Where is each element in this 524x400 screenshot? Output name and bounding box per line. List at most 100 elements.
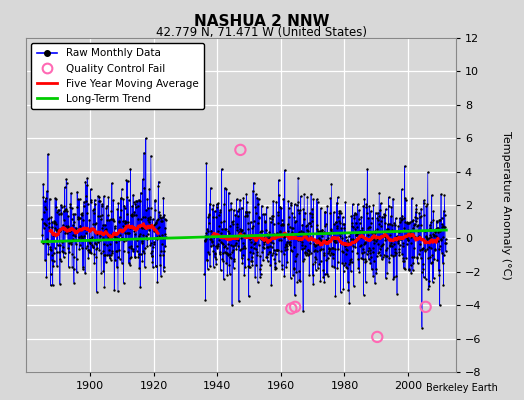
Point [45,240,53,247]
Point [351,210,359,216]
Point [318,227,326,233]
Point [75,196,84,202]
Point [125,230,133,237]
Point [209,202,217,208]
Point [57,210,66,216]
Point [48,224,56,230]
Point [298,239,306,245]
Point [70,218,79,225]
Point [211,243,220,249]
Point [439,260,447,266]
Point [414,228,423,234]
Point [88,250,96,256]
Point [89,207,97,214]
Point [377,243,386,249]
Point [362,201,370,208]
Point [73,204,82,210]
Point [395,252,403,259]
Point [288,229,297,235]
Point [113,264,121,270]
Point [270,260,279,266]
Point [335,218,343,224]
Point [135,233,143,240]
Point [96,233,104,239]
Point [430,256,439,262]
Point [259,235,268,242]
Point [72,241,80,248]
Point [50,220,58,226]
Point [399,240,407,246]
Point [285,240,293,247]
Point [314,264,322,271]
Point [369,245,377,252]
Point [107,208,115,214]
Point [392,233,401,240]
Point [265,235,273,242]
Point [273,230,281,237]
Point [48,219,57,226]
Point [240,230,248,236]
Point [344,279,352,286]
Point [297,193,305,200]
Point [233,208,242,214]
Point [352,232,361,238]
Point [59,222,67,228]
Point [124,219,133,226]
Point [320,279,329,286]
Point [283,242,292,249]
Point [66,228,74,234]
Point [127,212,135,218]
Point [310,237,318,244]
Point [374,240,383,247]
Point [309,280,318,287]
Point [402,220,411,226]
Point [63,208,71,215]
Point [320,270,329,277]
Point [100,284,108,290]
Point [136,198,144,204]
Point [260,241,268,248]
Point [269,198,277,204]
Point [53,263,61,270]
Point [54,207,62,213]
Point [285,205,293,211]
Point [358,256,367,263]
Point [332,219,340,226]
Point [436,216,444,223]
Point [386,243,394,250]
Point [404,236,412,243]
Point [216,249,224,256]
Point [326,252,334,258]
Point [406,232,414,238]
Point [366,260,375,266]
Point [85,240,94,246]
Point [343,241,352,247]
Point [241,243,249,249]
Point [239,194,248,201]
Point [288,225,296,231]
Point [137,240,146,246]
Point [394,240,402,246]
Point [347,256,355,262]
Point [392,234,400,240]
Point [395,249,403,256]
Point [218,226,226,232]
Point [438,221,446,228]
Point [396,242,404,248]
Point [246,264,254,270]
Point [336,208,344,214]
Point [285,214,293,220]
Point [387,252,395,258]
Point [214,236,223,243]
Point [298,221,307,228]
Point [41,220,49,227]
Point [49,263,58,269]
Point [60,208,68,214]
Point [207,243,215,250]
Point [432,226,440,232]
Point [374,209,382,216]
Point [96,197,104,204]
Point [264,233,272,240]
Point [317,236,325,243]
Point [310,248,318,254]
